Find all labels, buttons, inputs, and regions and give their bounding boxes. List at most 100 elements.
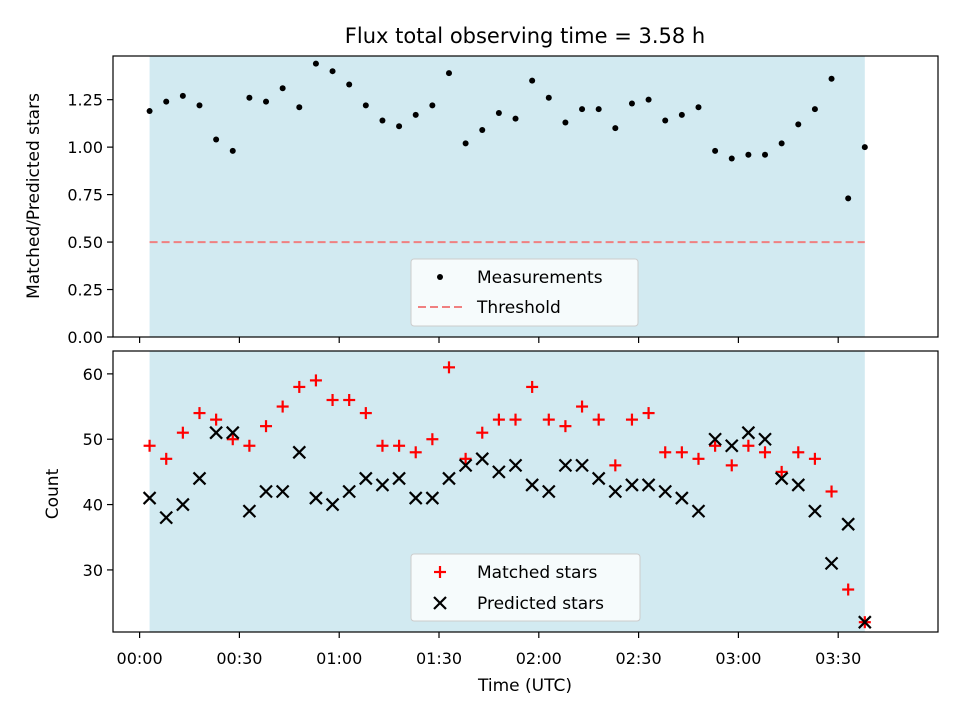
predicted-star-point <box>724 438 739 453</box>
predicted-star-point <box>225 425 240 440</box>
predicted-star-point <box>774 471 789 486</box>
matched-stars-legend-label: Matched stars <box>477 563 597 583</box>
x-tick-label: 02:00 <box>516 649 562 668</box>
measurement-point <box>811 106 818 113</box>
y-tick-label: 0.75 <box>67 186 103 205</box>
matched-star-point <box>576 400 589 413</box>
matched-star-point <box>842 583 855 596</box>
predicted-star-point <box>408 491 423 505</box>
predicted-star-point <box>359 471 373 486</box>
predicted-star-point <box>508 458 523 473</box>
measurement-point <box>728 155 735 162</box>
matched-star-point <box>709 439 722 452</box>
predicted-star-point <box>159 510 174 525</box>
predicted-star-point <box>342 484 356 499</box>
matched-star-point <box>160 452 173 465</box>
predicted-star-point <box>625 478 639 492</box>
matched-star-point <box>675 446 688 459</box>
matched-star-point <box>609 459 622 472</box>
measurement-point <box>362 102 369 109</box>
measurement-point <box>495 109 502 116</box>
measurement-point <box>396 123 403 130</box>
x-tick-label: 01:30 <box>416 649 462 668</box>
matched-star-point <box>376 439 389 452</box>
top-y-axis-label: Matched/Predicted stars <box>24 93 44 299</box>
x-tick-label: 00:30 <box>216 649 262 668</box>
matched-star-point <box>293 380 306 393</box>
measurement-point <box>845 195 852 202</box>
predicted-star-point <box>608 484 623 499</box>
matched-star-point <box>326 394 339 407</box>
predicted-star-point <box>392 471 406 486</box>
matched-star-point <box>642 407 655 420</box>
predicted-star-point <box>591 471 606 486</box>
measurement-point <box>712 147 719 154</box>
matched-star-point <box>260 420 273 433</box>
measurement-point <box>678 111 685 118</box>
measurement-point <box>695 104 702 111</box>
matched-star-point <box>625 413 638 426</box>
measurement-point <box>429 102 436 109</box>
predicted-star-point <box>675 491 689 505</box>
matched-star-point <box>825 485 838 498</box>
matched-star-point <box>409 446 422 459</box>
top-panel: 0.00 0.25 0.50 0.75 1.00 1.25 Matched/Predict… <box>24 55 939 347</box>
measurement-point <box>545 94 552 101</box>
measurement-point <box>445 70 452 77</box>
predicted-star-point <box>525 478 539 492</box>
measurement-point <box>645 96 652 103</box>
y-tick-label: 1.00 <box>67 138 103 157</box>
matched-star-point <box>492 413 505 426</box>
measurements-legend-label: Measurements <box>477 268 603 288</box>
top-plot-frame <box>112 55 939 338</box>
matched-star-point <box>309 374 322 387</box>
matched-star-point <box>592 413 605 426</box>
y-tick-label: 60 <box>83 365 103 384</box>
predicted-star-point <box>425 491 440 505</box>
matched-star-point <box>725 459 738 472</box>
predicted-star-point <box>259 484 273 499</box>
matched-star-point <box>343 394 356 407</box>
predicted-star-point <box>791 478 806 492</box>
matched-star-point <box>442 361 455 374</box>
measurement-point <box>312 60 319 67</box>
x-tick-label: 03:30 <box>815 649 861 668</box>
matched-stars-legend-marker <box>434 566 446 578</box>
measurement-point <box>795 121 802 128</box>
predicted-star-point <box>209 425 223 440</box>
bottom-plot-frame <box>112 350 939 633</box>
measurement-point <box>861 144 868 151</box>
x-axis-label: Time (UTC) <box>477 676 572 696</box>
matched-star-point <box>426 433 439 446</box>
y-tick-label: 0.50 <box>67 233 103 252</box>
y-tick-label: 1.25 <box>67 91 103 110</box>
predicted-star-point <box>708 432 722 446</box>
predicted-star-point <box>142 491 157 505</box>
predicted-star-point <box>658 484 672 499</box>
matched-star-point <box>526 380 539 393</box>
predicted-star-point <box>741 425 756 440</box>
predicted-stars-legend-marker <box>433 596 447 610</box>
predicted-star-point <box>292 445 307 460</box>
measurement-point <box>529 77 536 84</box>
measurement-point <box>179 92 186 99</box>
predicted-star-point <box>808 504 822 518</box>
matched-star-point <box>393 439 406 452</box>
matched-star-point <box>276 400 289 413</box>
matched-star-point <box>193 407 206 420</box>
matched-star-point <box>559 420 572 433</box>
matched-star-point <box>659 446 672 459</box>
matched-star-point <box>542 413 555 426</box>
predicted-star-point <box>242 504 257 518</box>
predicted-star-point <box>375 478 390 492</box>
predicted-star-point <box>176 497 190 512</box>
measurement-point <box>379 117 386 124</box>
top-y-ticks: 0.00 0.25 0.50 0.75 1.00 1.25 <box>67 91 113 347</box>
predicted-star-point <box>641 478 656 492</box>
measurement-point <box>412 111 419 118</box>
matched-star-point <box>459 452 472 465</box>
predicted-star-point <box>309 491 323 505</box>
chart-title: Flux total observing time = 3.58 h <box>345 24 705 48</box>
